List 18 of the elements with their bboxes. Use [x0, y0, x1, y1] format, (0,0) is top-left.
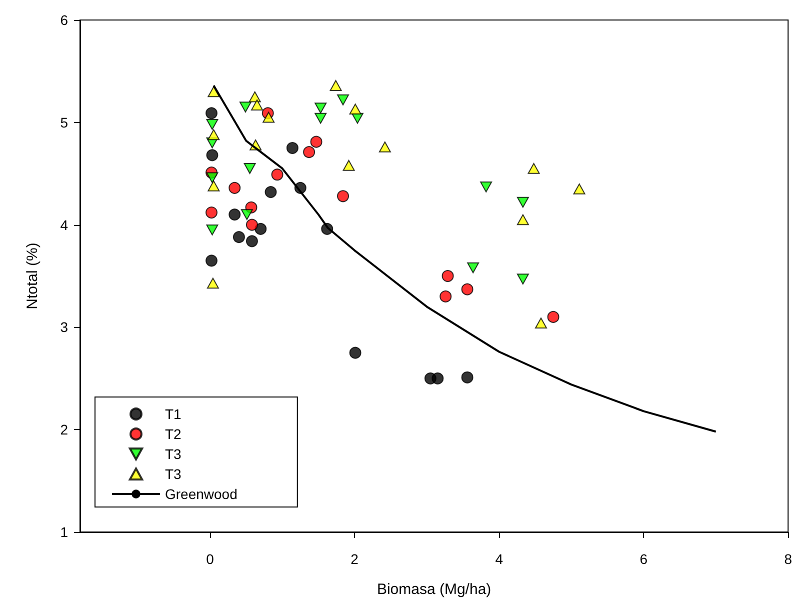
x-tick-label: 2: [350, 551, 359, 567]
y-tick-label: 2: [60, 422, 68, 438]
legend-label: T2: [165, 426, 182, 442]
x-tick-label: 0: [206, 551, 214, 567]
y-tick-label: 5: [60, 114, 68, 130]
legend-label: T3: [165, 446, 182, 462]
x-tick-label: 4: [495, 551, 504, 567]
x-tick-label: 8: [784, 551, 792, 567]
y-tick-label: 3: [60, 319, 68, 336]
y-axis-title: Ntotal (%): [24, 242, 41, 310]
y-tick-label: 6: [60, 12, 68, 28]
x-axis-title: Biomasa (Mg/ha): [376, 581, 492, 598]
y-tick-label: 1: [60, 524, 68, 540]
x-tick-label: 6: [640, 551, 648, 567]
legend-label: Greenwood: [165, 486, 238, 502]
y-tick-label: 4: [60, 216, 68, 233]
legend-label: T3: [165, 466, 182, 482]
legend-label: T1: [165, 406, 182, 422]
